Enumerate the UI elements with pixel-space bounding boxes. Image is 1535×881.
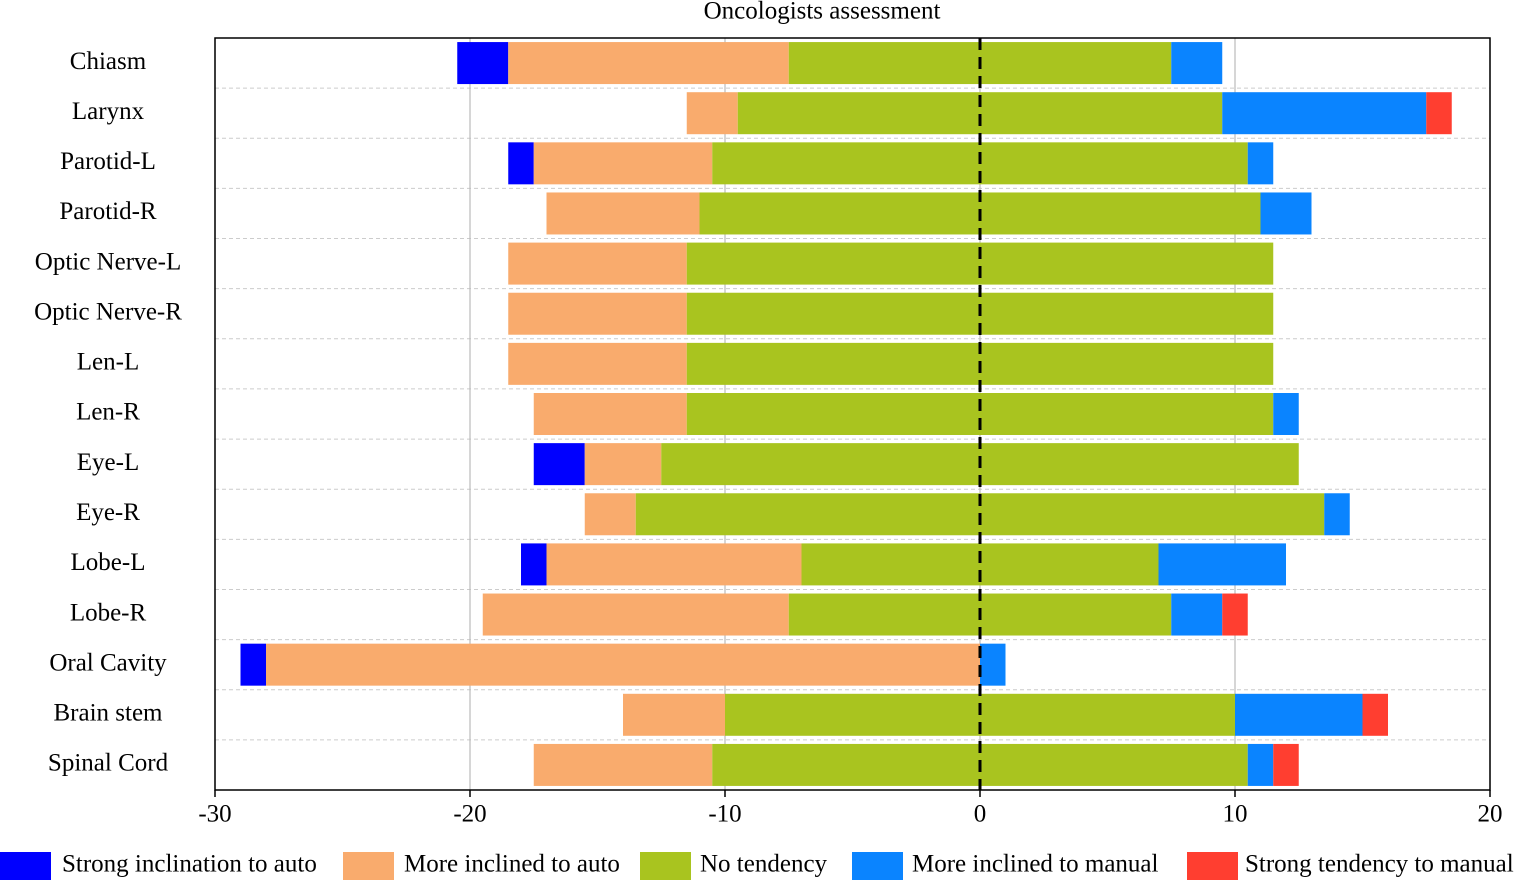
bar-segment (584, 493, 636, 536)
bar-segment (1158, 543, 1286, 586)
bar-segment (546, 543, 802, 586)
bar-segment (508, 42, 789, 85)
bar-segment (240, 643, 266, 686)
bar-segment (1362, 693, 1388, 736)
bar-segment (508, 142, 534, 185)
y-tick-label: Brain stem (53, 700, 163, 727)
plot-frame (214, 37, 1491, 791)
x-tick-label: -30 (198, 801, 231, 828)
bar-segment (1235, 693, 1363, 736)
x-tick-label: 20 (1478, 801, 1503, 828)
bar-segment (1171, 42, 1223, 85)
bar-segment (1260, 192, 1312, 235)
bar-segment (1222, 92, 1427, 135)
bar-segment (546, 192, 700, 235)
legend-swatch (1187, 852, 1238, 880)
y-tick-label: Eye-R (76, 499, 140, 526)
bar-segment (521, 543, 547, 586)
bar-segment (508, 292, 687, 335)
x-tick-label: 0 (974, 801, 987, 828)
y-tick-label: Parotid-R (59, 198, 157, 225)
x-tick-label: -10 (708, 801, 741, 828)
bar-segment (533, 393, 687, 435)
legend-label: More inclined to manual (912, 851, 1159, 878)
bar-segment (1273, 393, 1299, 435)
legend-label: Strong inclination to auto (62, 851, 317, 878)
y-tick-label: Spinal Cord (48, 750, 169, 777)
y-tick-label: Len-L (77, 349, 139, 376)
bar-segment (1247, 142, 1274, 185)
y-tick-label: Larynx (72, 98, 145, 125)
bar-segment (1324, 493, 1350, 536)
bar-segment (584, 443, 662, 486)
legend-label: Strong tendency to manual (1245, 851, 1514, 878)
bar-segment (1222, 593, 1248, 636)
x-tick-label: -20 (453, 801, 486, 828)
bar-segment (623, 693, 725, 736)
legend-swatch (640, 852, 691, 880)
bar-segment (686, 92, 738, 135)
bar-segment (1247, 743, 1274, 786)
legend-swatch (852, 852, 903, 880)
y-tick-label: Chiasm (70, 48, 147, 75)
legend-label: No tendency (700, 851, 828, 878)
bar-segment (482, 593, 789, 636)
bar-segment (266, 643, 980, 686)
legend-swatch (343, 852, 394, 880)
chart-title: Oncologists assessment (704, 0, 941, 25)
y-tick-label: Eye-L (77, 449, 139, 476)
bar-segment (980, 643, 1006, 686)
y-tick-label: Optic Nerve-L (35, 248, 181, 275)
y-tick-label: Lobe-L (71, 549, 146, 576)
y-tick-label: Lobe-R (70, 599, 147, 626)
y-tick-label: Oral Cavity (49, 649, 167, 676)
bar-segment (457, 42, 509, 85)
bar-segment (533, 443, 585, 486)
bar-segment (508, 242, 687, 285)
bar-segment (533, 743, 713, 786)
y-tick-label: Parotid-L (60, 148, 156, 175)
bar-segment (1426, 92, 1452, 135)
y-tick-label: Len-R (76, 399, 140, 426)
bar-segment (1273, 743, 1299, 786)
y-tick-label: Optic Nerve-R (34, 298, 182, 325)
bar-segment (508, 342, 687, 385)
bar-segment (1171, 593, 1223, 636)
x-tick-label: 10 (1223, 801, 1248, 828)
legend-swatch (0, 852, 51, 880)
legend-label: More inclined to auto (404, 851, 620, 878)
bar-segment (533, 142, 713, 185)
